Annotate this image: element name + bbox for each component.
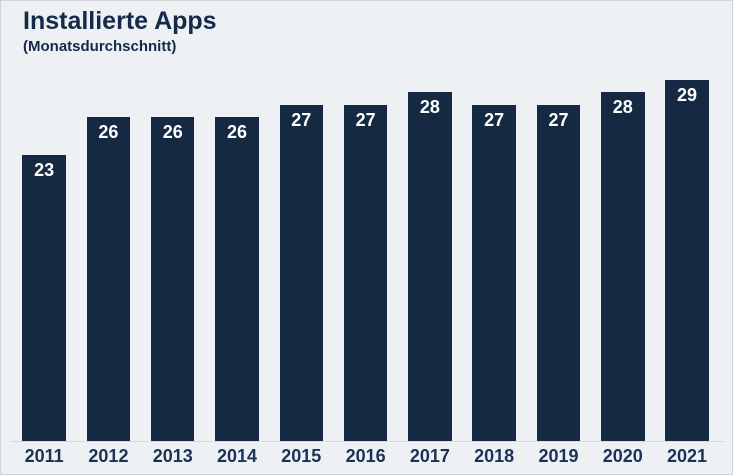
bar-value-label: 27 (484, 109, 505, 130)
x-tick-label-2013: 2013 (152, 446, 193, 466)
bar-2015: 27 (279, 104, 324, 441)
bar-value-label: 27 (291, 109, 312, 130)
bar-value-label: 26 (227, 122, 248, 143)
chart-title: Installierte Apps (23, 7, 217, 35)
x-axis-line (10, 441, 724, 442)
x-tick-label-2014: 2014 (216, 446, 258, 466)
x-tick-label-2021: 2021 (667, 446, 708, 466)
x-tick-label-2012: 2012 (88, 446, 129, 466)
bar-2016: 27 (343, 104, 388, 441)
x-tick-label-2020: 2020 (602, 446, 643, 466)
x-tick-label-2015: 2015 (281, 446, 322, 466)
bar-value-label: 29 (677, 84, 698, 105)
x-tick-label-2017: 2017 (409, 446, 450, 466)
bar-2014: 26 (215, 117, 259, 441)
bar-2011: 23 (22, 154, 66, 441)
bar-2012: 26 (86, 117, 131, 441)
bar-2021: 29 (665, 79, 709, 441)
bar-2020: 28 (601, 92, 645, 441)
x-tick-label-2018: 2018 (474, 446, 515, 466)
bar-value-label: 23 (34, 159, 55, 180)
x-tick-label-2011: 2011 (24, 446, 64, 466)
bar-value-label: 26 (98, 122, 119, 143)
bar-value-label: 28 (419, 97, 440, 118)
bar-value-label: 27 (548, 109, 569, 130)
bar-value-label: 26 (162, 122, 183, 143)
chart-header: Installierte Apps (Monatsdurchschnitt) (23, 7, 217, 55)
bar-2017: 28 (408, 92, 452, 441)
bar-2019: 27 (536, 104, 581, 441)
bar-value-label: 28 (612, 97, 633, 118)
chart-subtitle: (Monatsdurchschnitt) (23, 37, 177, 55)
bar-2018: 27 (472, 104, 516, 441)
bar-2013: 26 (150, 117, 195, 441)
x-tick-label-2019: 2019 (538, 446, 579, 466)
bar-value-label: 27 (355, 109, 376, 130)
x-tick-label-2016: 2016 (345, 446, 386, 466)
